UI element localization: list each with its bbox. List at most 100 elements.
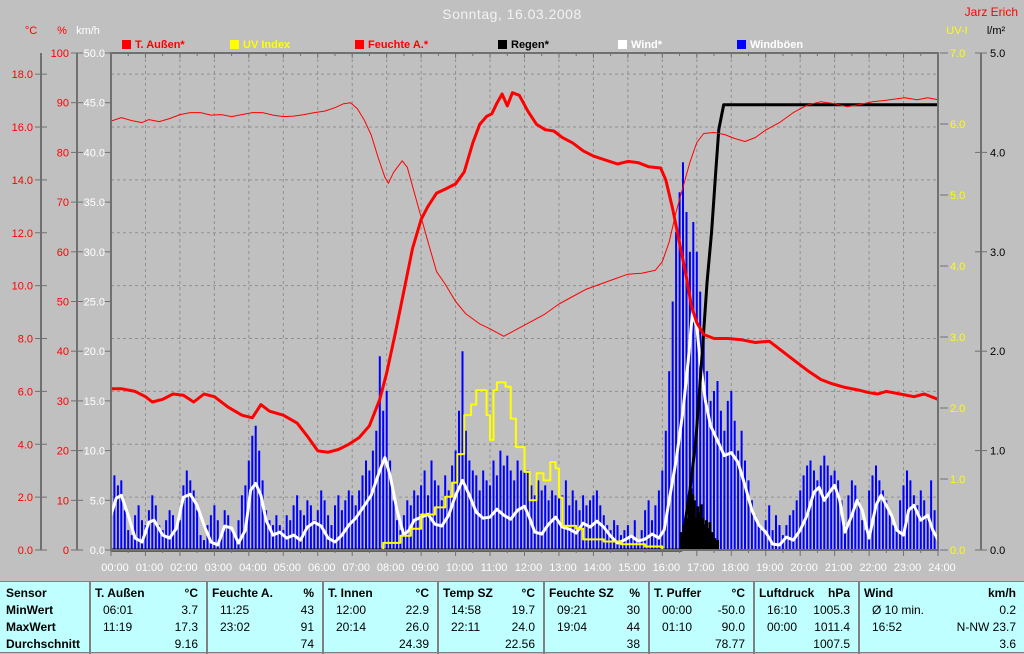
x-tick-label: 14:00	[584, 562, 612, 574]
max-time-t-puffer: 01:10	[662, 620, 693, 634]
axis-rain: l/m² 0.0 1.0 2.0 3.0 4.0 5.0	[975, 25, 1005, 557]
col-unit-feuchte-sz: %	[629, 586, 640, 600]
axis-temp: °C 0.0 2.0 4.0 6.0 8.0 10.0 12.0 14.0 16.0 18.0	[12, 25, 47, 557]
x-tick-label: 02:00	[170, 562, 198, 574]
table-column-separator	[437, 582, 439, 654]
x-tick-label: 06:00	[308, 562, 336, 574]
axis-tick-label: 5.0	[90, 495, 105, 507]
axis-tick-label: 20	[57, 446, 69, 458]
axis-humidity: % 0 10 20 30 40 50 60 70 80 90 100	[51, 25, 83, 557]
max-time-wind: 16:52	[872, 620, 903, 634]
col-unit-wind: km/h	[987, 586, 1016, 600]
axis-wind: km/h 0.0 5.0 10.0 15.0 20.0 25.0 30.0 35.0 40.0 45…	[76, 25, 111, 557]
max-time-t-au-en: 11:19	[103, 620, 133, 634]
axis-tick-label: 60	[57, 247, 69, 259]
min-time-t-au-en: 06:01	[103, 603, 134, 617]
max-time-feuchte-sz: 19:04	[557, 620, 588, 634]
x-tick-label: 20:00	[790, 562, 818, 574]
axis-header-rain: l/m²	[987, 25, 1006, 37]
legend-label: Wind*	[631, 39, 663, 51]
page-title: Sonntag, 16.03.2008	[442, 6, 582, 22]
x-tick-label: 11:00	[481, 562, 508, 574]
x-tick-label: 12:00	[515, 562, 543, 574]
wind-swatch-icon	[618, 40, 627, 49]
min-time-t-puffer: 00:00	[662, 603, 693, 617]
axis-tick-label: 10	[57, 495, 69, 507]
col-unit-t-au-en: °C	[184, 586, 198, 600]
table-column-separator	[543, 582, 545, 654]
table-column-separator	[322, 582, 324, 654]
table-column-separator	[89, 582, 91, 654]
axis-tick-label: 8.0	[18, 334, 33, 346]
min-value-t-innen: 22.9	[405, 603, 429, 617]
axis-tick-label: 50	[57, 297, 69, 309]
table-column-separator	[648, 582, 650, 654]
min-time-feuchte-a: 11:25	[220, 603, 250, 617]
x-tick-label: 03:00	[205, 562, 233, 574]
min-value-feuchte-sz: 30	[626, 603, 640, 617]
axis-tick-label: 70	[57, 197, 69, 209]
table-column-separator	[753, 582, 755, 654]
axis-tick-label: 80	[57, 147, 69, 159]
min-value-t-au-en: 3.7	[181, 603, 198, 617]
axis-header-humidity: %	[57, 25, 67, 37]
series-uv-index	[111, 381, 938, 551]
axis-tick-label: 0.0	[18, 545, 33, 557]
axis-tick-label: 30	[57, 396, 69, 408]
series-feuchte-a	[110, 97, 939, 337]
max-value-feuchte-sz: 44	[626, 620, 640, 634]
axis-tick-label: 4.0	[950, 261, 965, 273]
axis-header-uv: UV-I	[946, 25, 967, 37]
min-value-t-puffer: -50.0	[717, 603, 745, 617]
max-time-luftdruck: 00:00	[767, 620, 798, 634]
series-t-au-en	[111, 91, 939, 454]
x-tick-label: 04:00	[239, 562, 267, 574]
axis-tick-label: 18.0	[12, 69, 33, 81]
axis-tick-label: 4.0	[18, 439, 33, 451]
x-tick-label: 18:00	[721, 562, 749, 574]
table-column-separator	[206, 582, 208, 654]
x-tick-label: 21:00	[825, 562, 853, 574]
max-value-t-au-en: 17.3	[174, 620, 198, 634]
x-tick-label: 01:00	[136, 562, 164, 574]
x-tick-label: 05:00	[274, 562, 302, 574]
min-time-feuchte-sz: 09:21	[557, 603, 588, 617]
max-value-t-puffer: 90.0	[721, 620, 745, 634]
uv-index-swatch-icon	[230, 40, 239, 49]
row-header-maxwert: MaxWert	[6, 620, 56, 634]
x-axis-labels: 00:00 01:00 02:00 03:00 04:00 05:00 06:00 07:00…	[101, 562, 956, 574]
axis-tick-label: 16.0	[12, 122, 33, 134]
x-tick-label: 15:00	[618, 562, 646, 574]
avg-value-temp-sz: 22.56	[504, 637, 535, 651]
col-unit-t-puffer: °C	[731, 586, 745, 600]
col-header-temp-sz: Temp SZ	[443, 586, 493, 600]
t-au-en-swatch-icon	[122, 40, 131, 49]
axis-tick-label: 4.0	[990, 147, 1005, 159]
axis-tick-label: 5.0	[990, 48, 1005, 60]
series-regen	[111, 103, 938, 552]
col-header-feuchte-a: Feuchte A.	[212, 586, 273, 600]
x-tick-label: 17:00	[687, 562, 715, 574]
axis-tick-label: 0.0	[990, 545, 1005, 557]
x-tick-label: 00:00	[101, 562, 129, 574]
axis-tick-label: 25.0	[84, 297, 105, 309]
axis-tick-label: 2.0	[950, 403, 965, 415]
axis-tick-label: 10.0	[12, 281, 33, 293]
col-header-t-puffer: T. Puffer	[654, 586, 702, 600]
series-wind	[109, 312, 940, 547]
x-tick-label: 19:00	[756, 562, 784, 574]
min-time-luftdruck: 16:10	[767, 603, 798, 617]
axis-tick-label: 35.0	[84, 197, 105, 209]
axis-tick-label: 45.0	[84, 98, 105, 110]
axis-tick-label: 2.0	[18, 492, 33, 504]
axis-tick-label: 7.0	[950, 48, 965, 60]
axis-tick-label: 100	[51, 48, 69, 60]
axis-header-temp: °C	[25, 25, 37, 37]
min-time-wind: Ø 10 min.	[872, 603, 925, 617]
col-header-t-au-en: T. Außen	[95, 586, 145, 600]
x-tick-label: 24:00	[928, 562, 956, 574]
weather-chart: 00:00 01:00 02:00 03:00 04:00 05:00 06:00 07:00…	[12, 25, 1006, 574]
min-value-feuchte-a: 43	[300, 603, 314, 617]
